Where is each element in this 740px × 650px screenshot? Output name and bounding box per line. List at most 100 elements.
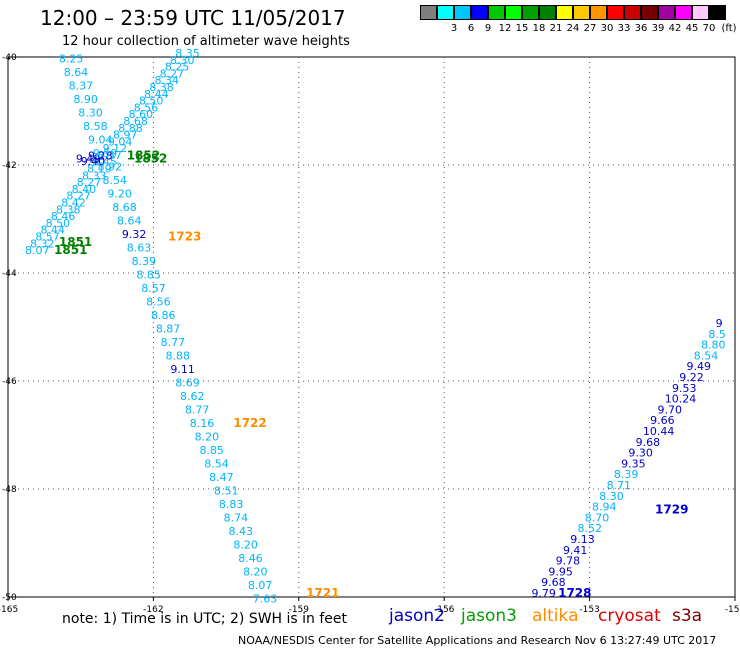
satellite-jason3: jason3 — [461, 606, 517, 626]
swh-value: 8.50 — [139, 95, 164, 108]
swh-value: 8.57 — [35, 231, 60, 244]
legend-label: 39 — [651, 23, 665, 34]
swh-value: 8.85 — [136, 268, 161, 281]
swh-value: 10.44 — [643, 425, 675, 438]
swh-value: 8.34 — [154, 74, 179, 87]
swh-value: 7.63 — [253, 592, 277, 605]
legend-unit: (ft) — [721, 23, 737, 34]
swh-value: 8.58 — [83, 120, 108, 133]
legend-label: 3 — [450, 23, 458, 34]
swh-value: 8.07 — [248, 579, 273, 592]
pass-time-label: 1852 — [134, 151, 167, 165]
swh-value: 8.97 — [113, 129, 138, 142]
pass-time-label: 1723 — [168, 230, 201, 244]
swh-value: 9.20 — [107, 187, 131, 200]
swh-value: 8.47 — [209, 471, 234, 484]
swh-value: 8.68 — [112, 201, 137, 214]
swh-value: 8.88 — [118, 122, 142, 135]
lon-tick-label: -165 — [0, 605, 18, 615]
swh-value: 8.40 — [72, 183, 97, 196]
swh-value: 8.77 — [185, 403, 210, 416]
swh-value: 9.04 — [108, 135, 133, 148]
page-title: 12:00 – 23:59 UTC 11/05/2017 — [40, 6, 346, 30]
swh-value: 8.68 — [123, 115, 148, 128]
swh-value: 8.62 — [180, 390, 205, 403]
swh-value: 9.22 — [679, 371, 704, 384]
swh-value: 9.40 — [81, 155, 106, 168]
lon-tick-label: -159 — [289, 605, 310, 615]
legend-swatch — [471, 5, 488, 20]
page-subtitle: 12 hour collection of altimeter wave hei… — [62, 34, 350, 49]
swh-value: 8.74 — [224, 511, 249, 524]
swh-value: 8.45 — [92, 156, 117, 169]
pass-time-label: 1721 — [306, 586, 339, 600]
legend-label: 21 — [549, 23, 563, 34]
swh-value: 8.64 — [64, 66, 88, 79]
swh-value: 9.12 — [103, 142, 128, 155]
swh-value: 9.68 — [541, 576, 566, 589]
footer-credit: NOAA/NESDIS Center for Satellite Applica… — [238, 634, 717, 647]
swh-value: 8.83 — [219, 498, 244, 511]
swh-value: 8.38 — [56, 203, 81, 216]
swh-value: 8.42 — [61, 197, 85, 210]
satellite-jason2: jason2 — [389, 606, 445, 626]
lat-tick-label: -42 — [2, 161, 17, 171]
legend-label: 6 — [467, 23, 475, 34]
swh-value: 8.80 — [701, 339, 726, 352]
swh-value: 8.56 — [146, 295, 171, 308]
swh-value: 8.51 — [214, 484, 239, 497]
legend-label: 9 — [484, 23, 492, 34]
swh-value: 8.86 — [151, 309, 176, 322]
swh-value: 8.19 — [87, 163, 112, 176]
swh-value: 8.85 — [199, 444, 224, 457]
swh-value: 8.30 — [170, 54, 195, 67]
swh-value: 8.30 — [78, 106, 103, 119]
legend-swatch — [624, 5, 641, 20]
swh-value: 8.20 — [243, 565, 268, 578]
swh-value: 8.5 — [708, 328, 726, 341]
swh-value: 8.44 — [144, 88, 169, 101]
swh-value: 10.24 — [665, 393, 697, 406]
legend-label: 15 — [515, 23, 529, 34]
swh-value: 8.94 — [592, 501, 617, 514]
lat-tick-label: -40 — [2, 53, 17, 63]
swh-value: 9.79 — [531, 587, 556, 600]
pass-time-label: 1728 — [558, 586, 591, 600]
swh-value: 8.33 — [82, 169, 107, 182]
swh-value: 8.88 — [166, 349, 191, 362]
satellite-s3a: s3a — [672, 606, 703, 626]
legend-label: 42 — [668, 23, 682, 34]
lat-tick-label: -48 — [2, 485, 17, 495]
legend-label: 18 — [532, 23, 546, 34]
swh-value: 8.87 — [156, 322, 181, 335]
swh-value: 8.27 — [160, 67, 185, 80]
swh-value: 8.52 — [577, 522, 602, 535]
legend-swatch — [641, 5, 658, 20]
legend-swatch — [437, 5, 454, 20]
swh-value: 8.20 — [195, 430, 220, 443]
lon-tick-label: -153 — [579, 605, 599, 615]
pass-time-label: 1851 — [59, 235, 92, 249]
swh-value: 9.78 — [556, 555, 581, 568]
swh-value: 9.49 — [76, 152, 101, 165]
swh-value: 8.07 — [25, 244, 50, 257]
legend-label: 70 — [702, 23, 716, 34]
swh-value: 8.43 — [229, 525, 254, 538]
swh-value: 9.32 — [122, 228, 147, 241]
legend-swatch — [420, 5, 437, 20]
swh-value: 8.63 — [127, 241, 152, 254]
swh-value: 9.68 — [636, 436, 661, 449]
legend-swatch — [573, 5, 590, 20]
satellite-altika: altika — [532, 606, 579, 626]
lat-tick-label: -50 — [2, 593, 17, 603]
swh-value: 8.39 — [614, 468, 639, 481]
swh-value: 8.92 — [98, 160, 123, 173]
swh-value: 8.25 — [165, 61, 190, 74]
lon-tick-label: -156 — [434, 605, 455, 615]
lon-tick-label: -162 — [143, 605, 163, 615]
legend-swatch — [692, 5, 709, 20]
swh-value: 8.54 — [694, 349, 719, 362]
swh-value: 9.28 — [88, 150, 113, 163]
swh-value: 8.46 — [238, 552, 263, 565]
legend-swatch — [709, 5, 726, 20]
